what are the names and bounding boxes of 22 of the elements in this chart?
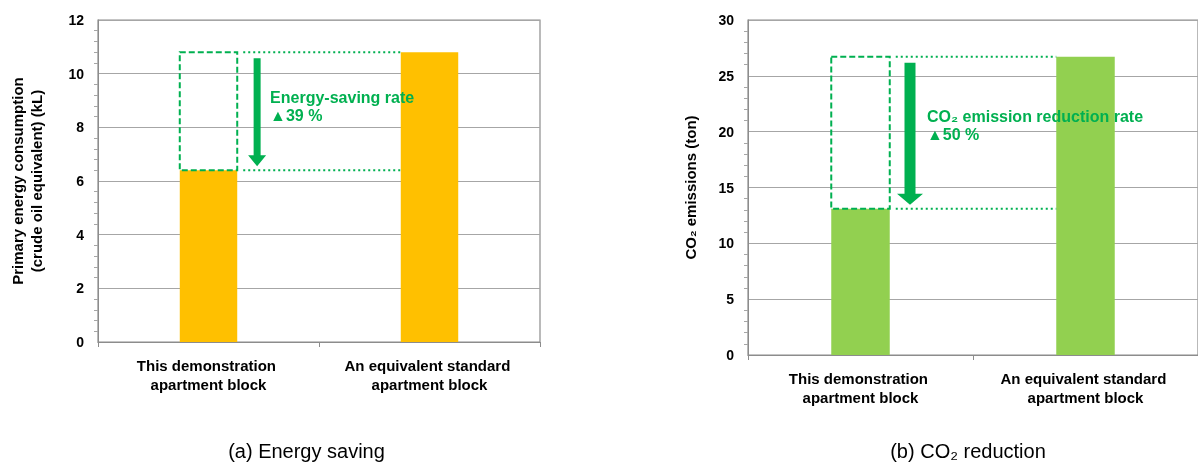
y-tick-label: 8 bbox=[76, 119, 85, 136]
y-tick-label: 12 bbox=[68, 12, 85, 28]
y-axis-title: CO₂ emissions (ton) bbox=[682, 115, 699, 260]
y-tick-label: 0 bbox=[76, 334, 85, 350]
x-tick-label: An equivalent standard apartment block bbox=[344, 357, 515, 393]
y-tick-label: 20 bbox=[718, 123, 735, 140]
x-tick-label: An equivalent standard apartment block bbox=[1000, 370, 1171, 406]
y-tick-label: 2 bbox=[76, 280, 85, 297]
y-axis-title: Primary energy consumption (crude oil equivalent) (kL) bbox=[9, 77, 45, 285]
x-tick-label: This demonstration apartment block bbox=[788, 370, 933, 406]
y-tick-label: 10 bbox=[718, 235, 735, 252]
y-tick-label: 6 bbox=[76, 173, 85, 189]
x-tick-label: This demonstration apartment block bbox=[136, 357, 281, 393]
y-tick-label: 4 bbox=[76, 226, 85, 243]
text: (a) Energy saving bbox=[228, 440, 385, 462]
y-tick-label: 15 bbox=[718, 179, 735, 196]
y-tick-label: 30 bbox=[718, 12, 735, 28]
y-tick-label: 25 bbox=[718, 67, 735, 84]
text: (b) CO₂ reduction bbox=[890, 440, 1046, 462]
y-tick-label: 5 bbox=[726, 291, 735, 308]
y-tick-label: 10 bbox=[68, 65, 85, 82]
y-tick-label: 0 bbox=[726, 347, 735, 363]
